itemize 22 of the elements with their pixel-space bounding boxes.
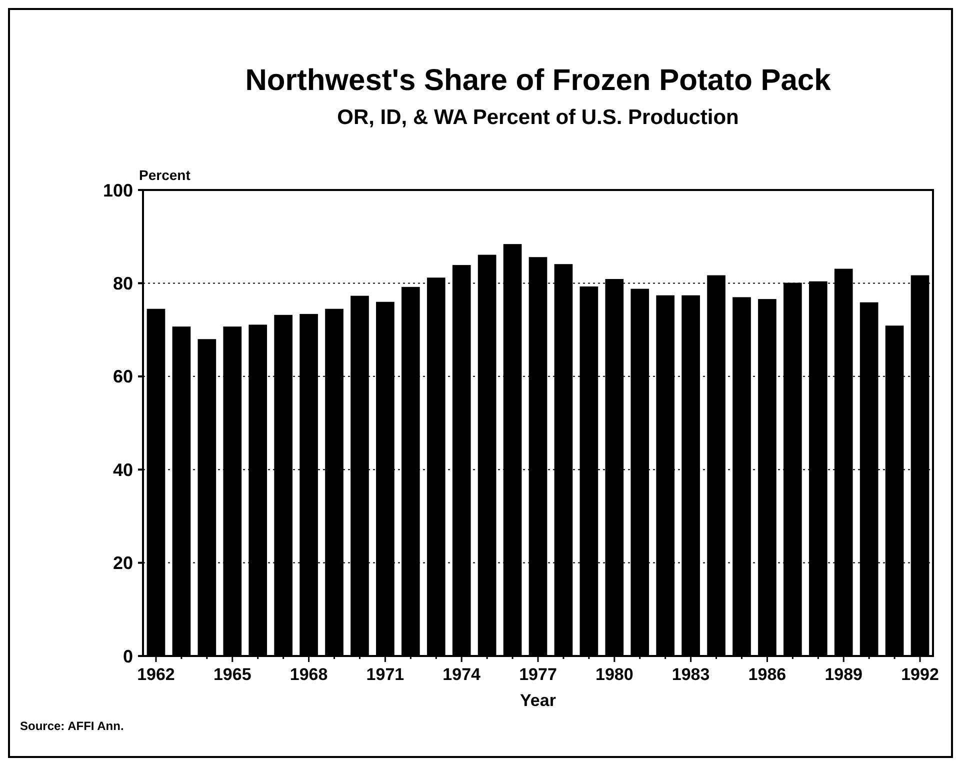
y-tick-label: 80 [112,274,133,294]
x-tick-label: 1992 [901,665,939,684]
x-tick-label: 1962 [137,665,175,684]
y-tick-label: 60 [112,366,133,387]
x-tick-label: 1974 [442,665,482,684]
y-axis-title: Percent [139,167,191,183]
x-tick-label: 1965 [213,665,252,684]
x-tick-label: 1968 [290,665,328,684]
y-tick-label: 40 [112,460,133,480]
x-tick-label: 1977 [519,665,557,684]
y-tick-label: 20 [112,553,133,574]
chart-title: Northwest's Share of Frozen Potato Pack [245,64,832,97]
x-tick-label: 1986 [748,665,786,684]
x-tick-label: 1983 [672,665,710,684]
y-tick-label: 100 [102,180,133,200]
x-axis-title: Year [520,691,556,710]
chart-subtitle: OR, ID, & WA Percent of U.S. Production [337,106,739,129]
y-tick-label: 0 [122,646,133,666]
source-note: Source: AFFI Ann. [20,719,124,733]
x-tick-label: 1989 [824,665,863,684]
x-tick-label: 1971 [366,665,404,684]
x-tick-label: 1980 [595,665,634,684]
